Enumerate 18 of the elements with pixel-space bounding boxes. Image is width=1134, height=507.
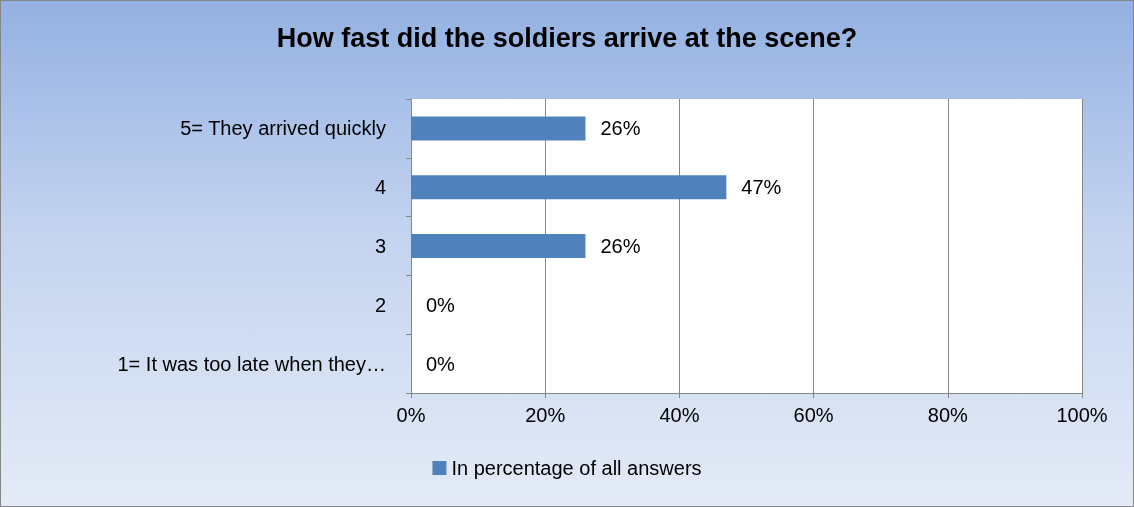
y-tick-label: 4 <box>374 176 386 199</box>
data-label: 26% <box>600 235 641 257</box>
y-tick-label: 3 <box>374 235 386 257</box>
data-label: 26% <box>600 117 641 140</box>
chart-title: How fast did the soldiers arrive at the scene? <box>276 22 858 53</box>
legend-label: In percentage of all answers <box>451 457 702 479</box>
x-tick-label: 100% <box>1056 404 1108 426</box>
data-label: 47% <box>741 176 782 199</box>
x-tick-label: 80% <box>927 404 969 426</box>
x-tick-label: 20% <box>525 404 566 426</box>
data-label: 0% <box>426 293 456 316</box>
data-label: 0% <box>426 352 456 375</box>
x-tick-label: 40% <box>659 404 700 426</box>
y-tick-label: 2 <box>374 293 386 316</box>
y-tick-label: 5= They arrived quickly <box>180 117 386 140</box>
x-tick-label: 0% <box>396 404 426 426</box>
x-tick-label: 60% <box>793 404 834 426</box>
y-tick-label: 1= It was too late when they… <box>117 352 386 375</box>
